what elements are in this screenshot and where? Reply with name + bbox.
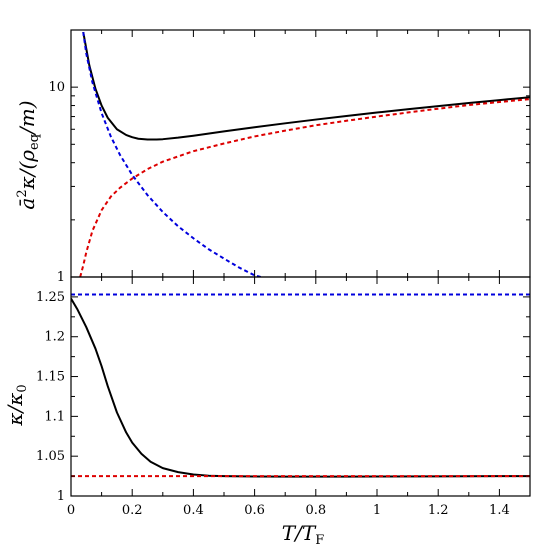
y-tick-label-bottom-0: 1 (57, 489, 65, 504)
x-tick-label-4: 0.8 (305, 503, 326, 518)
series-line-top-0 (82, 31, 530, 141)
x-tick-label-0: 0 (67, 503, 75, 518)
top-y-axis-label: ā2κ/(ρeq/m) (15, 100, 42, 209)
y-tick-label-top-0: 1 (57, 270, 65, 285)
y-tick-label-bottom-5: 1.25 (36, 290, 65, 305)
plot-frame-bottom (70, 276, 531, 497)
y-tick-label-bottom-1: 1.05 (36, 449, 65, 464)
series-line-bottom-0 (71, 297, 530, 478)
series-line-top-2 (79, 98, 530, 277)
x-axis-label: T/TF (282, 521, 324, 548)
y-tick-label-top-1: 10 (48, 80, 65, 95)
bottom-y-axis-label: κ/κ0 (3, 384, 30, 426)
x-tick-label-2: 0.4 (183, 503, 204, 518)
x-tick-label-5: 1 (373, 503, 381, 518)
plot-frame-top (70, 29, 531, 278)
y-tick-label-bottom-2: 1.1 (44, 409, 65, 424)
x-tick-label-1: 0.2 (122, 503, 143, 518)
bottom-panel: 1 1.05 1.1 1.15 1.2 1.25 0 0.2 0.4 0.6 0.8 1 1.2 1.4 (36, 276, 531, 518)
series-line-top-1 (82, 31, 261, 277)
y-tick-label-bottom-3: 1.15 (36, 370, 65, 385)
x-tick-label-3: 0.6 (244, 503, 265, 518)
top-panel: 1 10 (48, 29, 531, 285)
x-tick-label-6: 1.2 (428, 503, 449, 518)
x-tick-label-7: 1.4 (489, 503, 510, 518)
y-tick-label-bottom-4: 1.2 (44, 330, 65, 345)
